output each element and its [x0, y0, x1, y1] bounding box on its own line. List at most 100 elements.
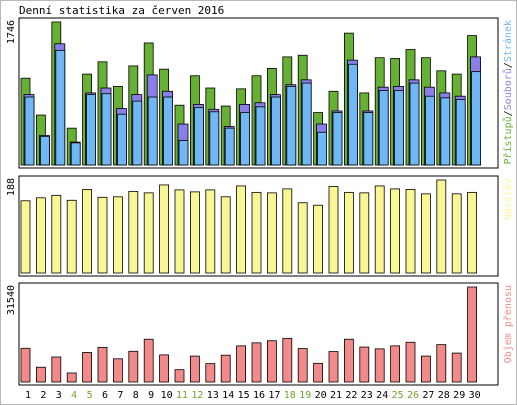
bar-návštěv-day-12 [189, 191, 200, 274]
bar-objem-přenosu-day-14 [220, 354, 231, 383]
bar-objem-přenosu-day-20 [313, 362, 324, 383]
bar-objem-přenosu-day-13 [205, 363, 216, 383]
bar-návštěv-day-22 [343, 191, 354, 274]
bar-návštěv-day-18 [282, 188, 293, 274]
x-tick-label: 29 [453, 390, 465, 401]
bar-objem-přenosu-day-4 [66, 372, 77, 383]
bar-stránek-day-5 [86, 94, 96, 166]
panel-kbytes: 31540 Objem přenosu [6, 282, 514, 386]
bar-objem-přenosu-day-27 [420, 355, 431, 383]
bar-stránek-day-17 [270, 96, 281, 166]
x-tick-label: 7 [117, 390, 123, 401]
x-tick-label: 13 [207, 390, 219, 401]
x-tick-label: 22 [345, 390, 357, 401]
bar-stránek-day-23 [363, 112, 374, 166]
legend: Návštěv [502, 178, 514, 220]
x-tick-label: 5 [87, 390, 93, 401]
x-tick-label: 15 [238, 390, 250, 401]
bar-stránek-day-22 [347, 63, 358, 166]
bar-objem-přenosu-day-16 [251, 342, 262, 383]
bar-návštěv-day-26 [405, 188, 416, 274]
bar-objem-přenosu-day-10 [159, 354, 170, 383]
x-tick-label: 8 [133, 390, 139, 401]
bar-objem-přenosu-day-29 [451, 352, 462, 383]
bar-stránek-day-6 [101, 93, 112, 166]
x-tick-label: 17 [268, 390, 280, 401]
bar-objem-přenosu-day-19 [297, 348, 308, 383]
bar-objem-přenosu-day-17 [266, 340, 277, 383]
bar-návštěv-day-20 [313, 204, 324, 274]
bar-stránek-day-19 [301, 82, 312, 166]
x-tick-label: 11 [176, 390, 188, 401]
bar-objem-přenosu-day-15 [236, 345, 247, 383]
x-tick-label: 21 [330, 390, 342, 401]
bar-návštěv-day-11 [174, 189, 185, 274]
bar-objem-přenosu-day-23 [359, 346, 370, 383]
bar-objem-přenosu-day-25 [390, 345, 401, 383]
legend-part: Přístupů [502, 116, 514, 164]
bar-stránek-day-12 [193, 107, 204, 166]
bar-stránek-day-29 [455, 99, 466, 166]
bar-stránek-day-21 [332, 112, 343, 166]
panel-visits: 188 Návštěv [6, 175, 514, 277]
bar-návštěv-day-14 [220, 196, 231, 274]
bar-objem-přenosu-day-26 [405, 341, 416, 383]
bar-objem-přenosu-day-2 [36, 366, 46, 383]
x-tick-label: 28 [438, 390, 450, 401]
bar-návštěv-day-17 [266, 192, 277, 274]
bar-stránek-day-1 [24, 96, 35, 166]
bar-návštěv-day-24 [374, 185, 385, 274]
bar-objem-přenosu-day-24 [374, 348, 385, 383]
bar-objem-přenosu-day-3 [51, 356, 62, 383]
bar-stránek-day-3 [55, 49, 66, 166]
x-tick-label: 9 [148, 390, 154, 401]
legend-part: Stránek [502, 20, 514, 62]
legend-part: Návštěv [502, 178, 514, 220]
bar-návštěv-day-3 [51, 194, 62, 274]
bar-objem-přenosu-day-30 [467, 286, 478, 383]
bar-objem-přenosu-day-22 [343, 338, 354, 383]
x-tick-label: 30 [469, 390, 481, 401]
bar-objem-přenosu-day-1 [20, 347, 31, 383]
bar-stránek-day-24 [378, 90, 389, 166]
bar-objem-přenosu-day-9 [143, 338, 154, 383]
bar-návštěv-day-8 [128, 190, 139, 274]
bar-stránek-day-9 [147, 96, 158, 166]
bar-návštěv-day-16 [251, 191, 262, 274]
y-max-label: 1746 [6, 20, 17, 44]
bar-stránek-day-10 [163, 96, 174, 166]
bar-stránek-day-8 [132, 100, 143, 166]
legend-part: Objem přenosu [502, 285, 514, 363]
bar-návštěv-day-4 [66, 199, 77, 274]
bar-stránek-day-28 [440, 97, 451, 166]
bar-návštěv-day-19 [297, 202, 308, 274]
x-tick-label: 6 [102, 390, 108, 401]
x-tick-label: 27 [422, 390, 434, 401]
x-tick-label: 14 [222, 390, 234, 401]
x-tick-label: 12 [191, 390, 203, 401]
bar-návštěv-day-2 [36, 197, 46, 274]
x-tick-label: 23 [361, 390, 373, 401]
bar-stránek-day-15 [240, 112, 251, 166]
x-tick-label: 4 [71, 390, 77, 401]
bar-objem-přenosu-day-28 [436, 344, 447, 383]
bar-návštěv-day-21 [328, 186, 339, 274]
bar-stránek-day-16 [255, 106, 266, 166]
bar-stránek-day-27 [424, 95, 435, 166]
bar-návštěv-day-13 [205, 189, 216, 274]
bar-objem-přenosu-day-21 [328, 351, 339, 383]
bar-objem-přenosu-day-18 [282, 337, 293, 383]
y-max-label: 188 [6, 178, 17, 196]
bar-návštěv-day-5 [82, 188, 92, 274]
x-tick-label: 19 [299, 390, 311, 401]
bar-stránek-day-2 [40, 135, 50, 166]
x-tick-label: 3 [56, 390, 62, 401]
bar-stránek-day-14 [224, 127, 235, 166]
legend-part: / [503, 110, 514, 116]
bar-návštěv-day-10 [159, 184, 170, 274]
bar-stránek-day-30 [471, 71, 482, 166]
x-tick-label: 26 [407, 390, 419, 401]
bar-návštěv-day-1 [20, 200, 31, 274]
